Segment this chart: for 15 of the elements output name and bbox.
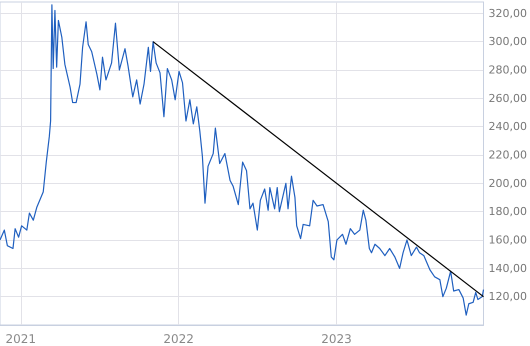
y-tick-label: 320,00: [488, 6, 528, 20]
y-tick-label: 160,00: [488, 234, 528, 246]
y-tick-label: 200,00: [488, 176, 528, 190]
y-tick-label: 260,00: [488, 92, 528, 105]
x-tick-label: 2023: [321, 332, 352, 346]
line-series: [0, 4, 484, 316]
x-tick-label: 2022: [163, 332, 194, 346]
y-tick-label: 280,00: [488, 64, 528, 76]
y-tick-label: 220,00: [488, 148, 528, 162]
x-tick-label: 2021: [5, 332, 36, 346]
y-tick-label: 300,00: [488, 35, 528, 48]
y-tick-label: 240,00: [488, 120, 528, 134]
y-tick-label: 140,00: [488, 262, 528, 275]
y-tick-label: 120,00: [488, 290, 528, 304]
y-tick-label: 180,00: [488, 205, 528, 218]
